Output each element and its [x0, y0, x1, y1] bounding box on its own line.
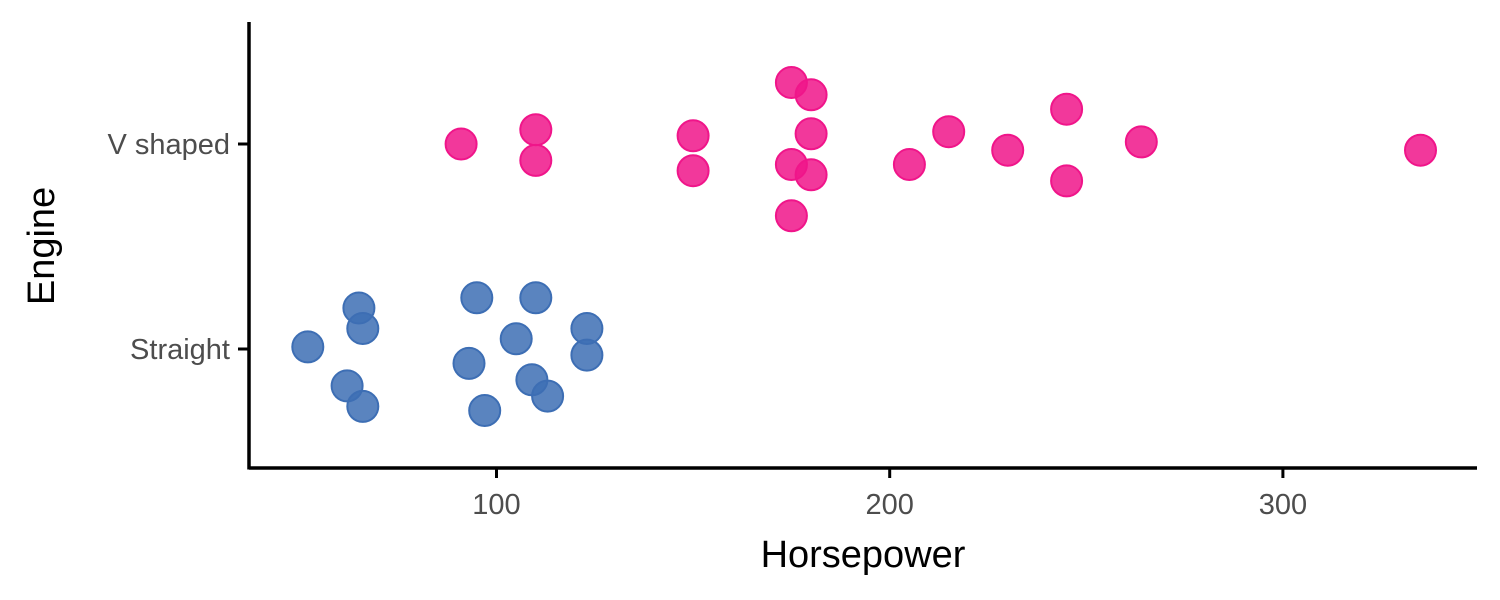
- x-ticks: 100 200 300: [472, 468, 1307, 521]
- y-tick-label: V shaped: [107, 129, 230, 161]
- data-point: [519, 113, 553, 147]
- data-point: [676, 154, 710, 188]
- data-point: [932, 115, 966, 149]
- data-point: [794, 117, 828, 151]
- data-point: [460, 281, 494, 315]
- data-point: [452, 346, 486, 380]
- data-point: [346, 389, 380, 423]
- x-tick-label: 100: [472, 489, 520, 521]
- y-tick-label: Straight: [130, 334, 230, 366]
- data-point: [499, 322, 533, 356]
- data-point: [1050, 92, 1084, 126]
- data-point: [519, 143, 553, 177]
- data-point: [774, 199, 808, 233]
- points-layer: [291, 66, 1437, 427]
- data-point: [444, 127, 478, 161]
- data-point: [519, 281, 553, 315]
- x-tick-label: 300: [1259, 489, 1307, 521]
- data-point: [570, 338, 604, 372]
- data-point: [468, 394, 502, 427]
- y-axis-title: Engine: [21, 187, 63, 305]
- data-point: [676, 119, 710, 153]
- data-point: [991, 133, 1025, 167]
- x-tick-label: 200: [866, 489, 914, 521]
- data-point: [531, 379, 565, 413]
- data-point: [1124, 125, 1158, 159]
- data-point: [892, 148, 926, 181]
- data-point: [1404, 133, 1437, 167]
- y-ticks: Straight V shaped: [107, 129, 249, 366]
- data-point: [346, 312, 380, 345]
- data-point: [794, 158, 828, 192]
- data-point: [794, 78, 828, 112]
- x-axis-title: Horsepower: [761, 534, 966, 576]
- data-point: [291, 330, 325, 364]
- data-point: [1050, 164, 1084, 198]
